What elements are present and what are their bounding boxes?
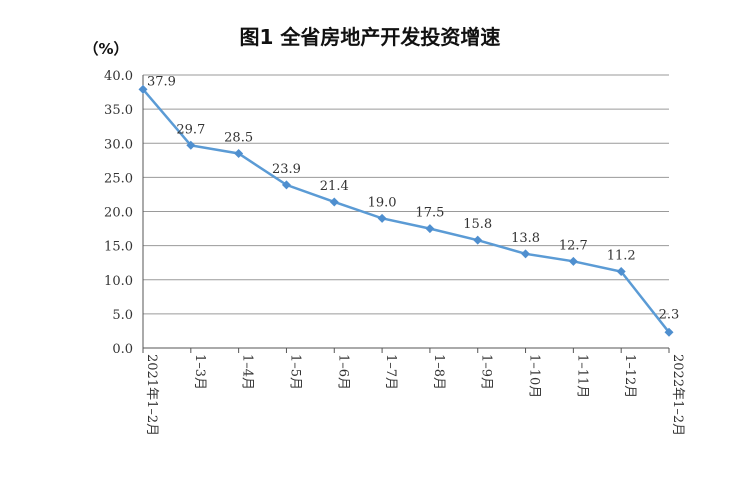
data-point bbox=[138, 84, 148, 94]
x-tick-label: 1–11月 bbox=[574, 354, 589, 398]
data-point bbox=[377, 213, 387, 223]
series-path bbox=[142, 88, 670, 334]
data-label: 2.3 bbox=[659, 307, 680, 322]
data-label: 28.5 bbox=[224, 130, 253, 145]
x-tick-label: 1–3月 bbox=[192, 354, 207, 390]
data-point bbox=[568, 256, 578, 266]
data-point bbox=[664, 327, 674, 337]
y-tick-label: 20.0 bbox=[104, 206, 133, 221]
y-tick-label: 25.0 bbox=[104, 171, 133, 186]
data-labels: 37.9 29.7 28.5 23.9 21.4 19.0 17.5 15.8 13.8 12.7… bbox=[147, 74, 679, 322]
x-tick-label: 1–5月 bbox=[287, 354, 302, 390]
y-tick-label: 30.0 bbox=[104, 137, 133, 152]
data-point bbox=[616, 267, 626, 277]
y-tick-label: 5.0 bbox=[112, 308, 133, 323]
series-line bbox=[138, 84, 674, 337]
chart-title: 图1 全省房地产开发投资增速 bbox=[240, 25, 501, 49]
data-point bbox=[329, 197, 339, 207]
y-tick-label: 10.0 bbox=[104, 274, 133, 289]
x-tick-label: 1–4月 bbox=[240, 354, 255, 390]
data-label: 21.4 bbox=[320, 179, 349, 194]
data-label: 37.9 bbox=[147, 74, 176, 89]
x-tick-label: 2022年1–2月 bbox=[670, 354, 685, 436]
data-label: 11.2 bbox=[607, 249, 636, 264]
data-label: 12.7 bbox=[559, 238, 588, 253]
y-tick-label: 0.0 bbox=[112, 342, 133, 357]
x-axis bbox=[142, 75, 670, 353]
gridlines bbox=[143, 74, 669, 349]
data-label: 29.7 bbox=[176, 122, 205, 137]
x-tick-label: 1–6月 bbox=[335, 354, 350, 390]
x-axis-ticks: 2021年1–2月 1–3月 1–4月 1–5月 1–6月 1–7月 1–8月 1–9月 1–1… bbox=[144, 354, 685, 436]
data-label: 13.8 bbox=[511, 231, 540, 246]
x-tick-label: 1–9月 bbox=[479, 354, 494, 390]
data-label: 19.0 bbox=[368, 195, 397, 210]
x-tick-label: 1–10月 bbox=[527, 354, 542, 398]
x-tick-label: 1–7月 bbox=[383, 354, 398, 390]
y-tick-label: 35.0 bbox=[104, 103, 133, 118]
data-point bbox=[425, 224, 435, 234]
y-tick-label: 15.0 bbox=[104, 240, 133, 255]
y-axis-ticks: 0.0 5.0 10.0 15.0 20.0 25.0 30.0 35.0 40.0 bbox=[104, 69, 133, 357]
data-point bbox=[521, 249, 531, 259]
y-tick-label: 40.0 bbox=[104, 69, 133, 84]
x-tick-label: 1–12月 bbox=[622, 354, 637, 398]
x-tick-label: 1–8月 bbox=[431, 354, 446, 390]
data-label: 17.5 bbox=[415, 206, 444, 221]
data-label: 15.8 bbox=[463, 217, 492, 232]
data-label: 23.9 bbox=[272, 162, 301, 177]
x-tick-label: 2021年1–2月 bbox=[144, 354, 159, 436]
data-point bbox=[234, 148, 244, 158]
y-axis-unit: （%） bbox=[83, 40, 128, 58]
data-point bbox=[473, 235, 483, 245]
data-point bbox=[186, 140, 196, 150]
data-point bbox=[281, 180, 291, 190]
